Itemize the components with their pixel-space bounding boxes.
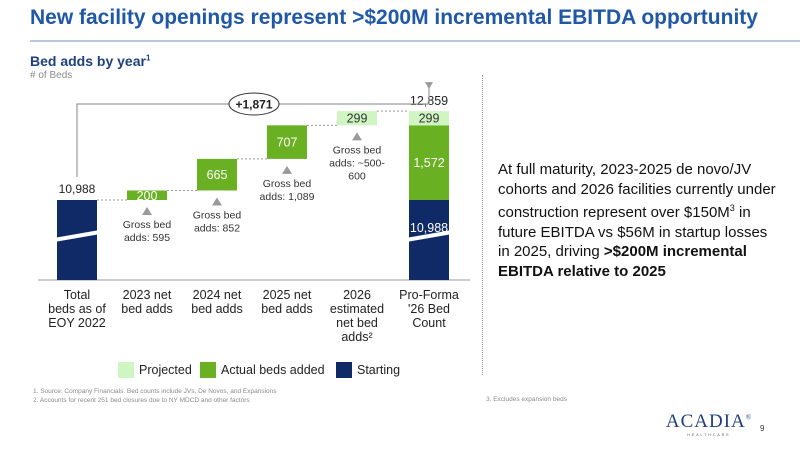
legend-label-projected: Projected [139, 363, 192, 377]
step-value-label: 665 [207, 168, 228, 182]
vertical-divider [482, 75, 483, 375]
gross-adds-note: Gross bed [193, 210, 242, 222]
units-note: # of Beds [30, 70, 73, 81]
delta-arrowhead [425, 82, 433, 90]
title-rule [30, 40, 800, 42]
annotation-marker [282, 165, 292, 174]
total-bar-segment [409, 111, 449, 126]
step-value-label: 707 [277, 136, 298, 150]
gross-adds-note: adds: ~500- [329, 157, 385, 169]
chart-subtitle: Bed adds by year1 [30, 53, 150, 69]
footnote-3: 3. Excludes expansion beds [486, 396, 567, 403]
delta-label: +1,871 [235, 98, 272, 112]
gross-adds-note: Gross bed [333, 144, 382, 156]
gross-adds-note: Gross bed [123, 219, 172, 231]
gross-adds-note: adds: 852 [194, 223, 240, 235]
legend-item-starting: Starting [336, 362, 400, 378]
gross-adds-note: Gross bed [263, 178, 312, 190]
total-segment-label: 1,572 [413, 156, 444, 170]
gross-adds-note: adds: 1,089 [260, 191, 315, 203]
legend-label-actual: Actual beds added [221, 363, 325, 377]
page-number: 9 [760, 424, 765, 433]
category-label: 2025 net [263, 288, 312, 302]
axis-break-mark-start [53, 230, 101, 242]
axis-break-mark-total [405, 230, 453, 242]
company-logo: ACADIA® HEALTHCARE [664, 411, 754, 437]
chart-subtitle-text: Bed adds by year [30, 53, 146, 69]
legend-item-projected: Projected [118, 362, 192, 378]
gross-adds-note: adds: 595 [124, 232, 170, 244]
category-label: bed adds [191, 302, 242, 316]
side-text-part1: At full maturity, 2023-2025 de novo/JV c… [498, 161, 776, 221]
category-label: beds as of [48, 302, 106, 316]
annotation-marker [142, 207, 152, 215]
step-value-label: 200 [137, 189, 158, 203]
category-label: net bed [336, 316, 378, 330]
side-commentary: At full maturity, 2023-2025 de novo/JV c… [498, 160, 778, 281]
legend-label-starting: Starting [357, 363, 401, 377]
total-bar-segment [409, 125, 449, 200]
step-value-label: 299 [347, 112, 368, 126]
legend-swatch-starting [336, 362, 352, 378]
legend-swatch-projected [118, 362, 134, 378]
page-title: New facility openings represent >$200M i… [30, 6, 758, 29]
step-bar [197, 158, 237, 191]
category-label: adds² [341, 330, 372, 344]
category-label: Total [64, 288, 90, 302]
total-segment-label: 299 [419, 112, 440, 126]
side-text-footnote-marker: 3 [729, 203, 735, 213]
logo-registered-mark: ® [745, 413, 753, 422]
total-segment-label: 10,988 [410, 221, 448, 235]
footnote-1: 1. Source: Company Financials. Bed count… [33, 388, 277, 395]
legend-swatch-actual [200, 362, 216, 378]
category-label: 2024 net [193, 288, 242, 302]
category-label: Count [412, 316, 446, 330]
category-label: Pro-Forma [399, 288, 459, 302]
side-text-part2: in future EBITDA vs $56M in startup loss… [498, 204, 768, 260]
footnotes: 1. Source: Company Financials. Bed count… [33, 387, 277, 405]
legend-item-actual: Actual beds added [200, 362, 325, 378]
side-text-highlight: >$200M incremental EBITDA relative to 20… [498, 243, 747, 280]
category-label: EOY 2022 [48, 316, 106, 330]
logo-word: ACADIA [665, 411, 746, 432]
category-label: '26 Bed [408, 302, 450, 316]
starting-value-label: 10,988 [59, 182, 96, 196]
step-bar [337, 111, 377, 126]
step-bar [267, 125, 307, 159]
delta-badge [228, 92, 280, 116]
footnote-2: 2. Accounts for recent 251 bed closures … [33, 397, 250, 404]
step-bar [127, 190, 167, 200]
logo-subtext: HEALTHCARE [687, 433, 731, 437]
chart-subtitle-footnote-marker: 1 [145, 53, 151, 63]
category-label: estimated [330, 302, 384, 316]
category-label: 2023 net [123, 288, 172, 302]
category-label: 2026 [343, 288, 371, 302]
category-label: bed adds [121, 302, 172, 316]
annotation-marker [352, 132, 362, 141]
logo-wordmark: ACADIA® [664, 411, 754, 433]
gross-adds-note: 600 [348, 170, 366, 182]
category-label: bed adds [261, 302, 312, 316]
annotation-marker [212, 197, 222, 206]
